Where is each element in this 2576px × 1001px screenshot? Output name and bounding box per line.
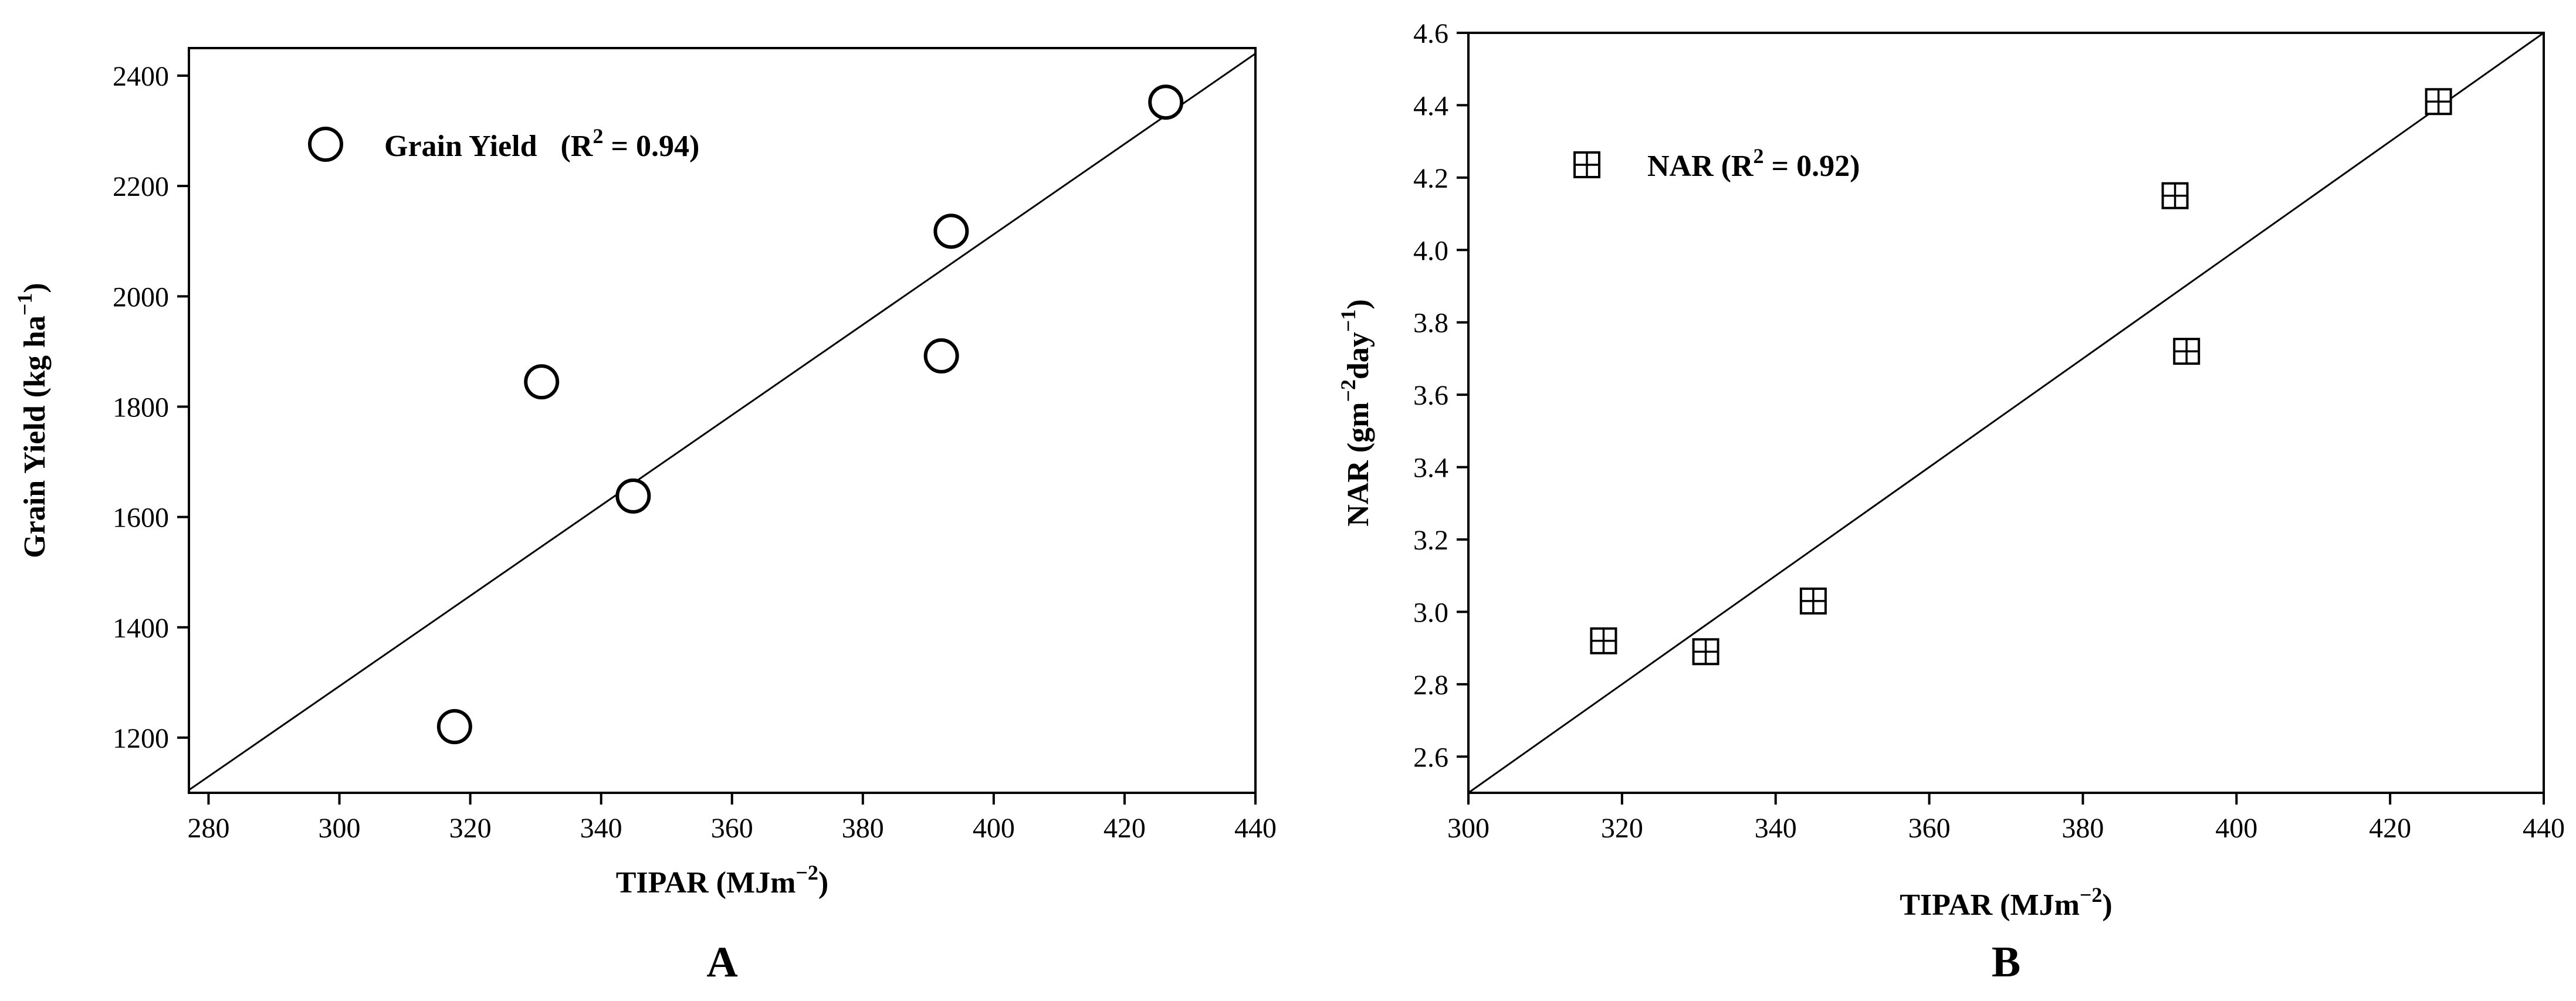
x-axis-title-sup: −2 [2080,883,2103,907]
x-axis-title-end: ) [2102,888,2112,922]
y-tick-label: 3.8 [1413,308,1448,339]
x-axis-title-text: TIPAR (MJm [616,866,796,900]
x-tick-label: 300 [1447,813,1490,844]
y-axis-title: NAR (gm−2day−1) [1336,299,1375,527]
data-point [1148,84,1184,120]
x-tick-label: 360 [1908,813,1951,844]
x-tick-label: 320 [449,813,492,844]
x-tick-label: 380 [2062,813,2104,844]
x-axis-title-text: TIPAR (MJm [1900,888,2080,922]
legend-r2-prefix: (R [560,130,593,163]
x-tick-label: 440 [1234,813,1277,844]
y-tick-label: 3.4 [1413,453,1448,484]
y-tick-label: 3.6 [1413,380,1448,411]
data-point [2425,88,2452,116]
y-tick-label: 3.0 [1413,597,1448,628]
y-axis-title-sup: −2 [1336,379,1360,402]
x-tick-label: 440 [2523,813,2565,844]
x-tick-label: 380 [842,813,884,844]
legend: Grain Yield (R2 = 0.94) [308,124,699,163]
y-tick-label: 2200 [113,171,169,202]
y-axis-title: Grain Yield (kg ha−1) [13,283,52,558]
x-tick-label: 420 [2369,813,2411,844]
plot-area-frame [188,47,1257,794]
x-axis-title: TIPAR (MJm−2) [1900,883,2113,922]
y-tick-label: 1200 [113,723,169,754]
x-tick-label: 320 [1601,813,1643,844]
data-point [615,478,651,514]
legend-marker [308,127,343,162]
y-axis-title-sup2: −1 [1336,310,1360,332]
y-tick-label: 2.8 [1413,670,1448,701]
y-tick-label: 2.6 [1413,742,1448,773]
data-point [524,364,560,400]
data-point [436,709,472,745]
legend-r2-suffix: = 0.94) [603,130,699,163]
data-point [1590,627,1617,654]
data-point [923,338,959,374]
data-point [1692,638,1719,666]
legend-series-name: Grain Yield [384,130,537,163]
y-axis-title-end: ) [18,283,52,293]
x-axis-title-sup: −2 [796,861,818,884]
x-tick-label: 400 [973,813,1015,844]
regression-line [188,53,1256,791]
legend-marker [1573,151,1600,178]
panel-b: 300 320 340 360 380 400 420 440 2.6 2.8 3.0 3.2 3.4 3… [1336,18,2565,986]
legend: NAR (R2 = 0.92) [1573,144,1860,183]
x-axis-title: TIPAR (MJm−2) [616,861,829,900]
panel-letter: A [706,938,737,986]
data-point [2173,338,2201,365]
x-tick-label: 360 [711,813,753,844]
x-tick-label: 300 [319,813,361,844]
y-axis-title-text: Grain Yield (kg ha [18,315,52,558]
y-tick-label: 2000 [113,281,169,313]
y-tick-label: 1800 [113,392,169,423]
legend-r2-sup: 2 [1754,144,1764,168]
x-tick-label: 280 [187,813,229,844]
y-tick-label: 4.4 [1413,90,1448,121]
y-axis-title-end: ) [1342,299,1375,309]
y-axis-title-mid: day [1342,332,1375,379]
legend-r2-sup: 2 [593,124,603,148]
x-axis-title-end: ) [818,866,828,900]
x-tick-label: 420 [1103,813,1146,844]
y-tick-label: 1400 [113,613,169,644]
x-tick-label: 340 [580,813,622,844]
data-point [1799,587,1827,615]
x-tick-label: 400 [2215,813,2257,844]
legend-label: Grain Yield (R2 = 0.94) [384,124,699,163]
y-axis-title-text: NAR (gm [1342,402,1375,526]
y-tick-label: 1600 [113,503,169,534]
regression-line [1468,32,2544,794]
y-tick-label: 4.0 [1413,235,1448,266]
data-point [933,213,969,249]
panel-letter: B [1992,938,2020,986]
x-tick-label: 340 [1755,813,1797,844]
panel-a: 280 300 320 340 360 380 400 420 440 1200 1400 1600 1… [13,47,1277,986]
data-point [2161,182,2189,209]
y-tick-label: 4.2 [1413,163,1448,194]
legend-r2-suffix: = 0.92) [1764,150,1860,183]
y-tick-label: 3.2 [1413,525,1448,556]
y-axis-title-sup: −1 [13,293,36,316]
y-tick-label: 2400 [113,61,169,92]
legend-label: NAR (R2 = 0.92) [1647,144,1860,183]
plot-area-frame [1467,32,2545,794]
y-tick-label: 4.6 [1413,18,1448,49]
legend-series-name: NAR (R [1647,150,1754,183]
